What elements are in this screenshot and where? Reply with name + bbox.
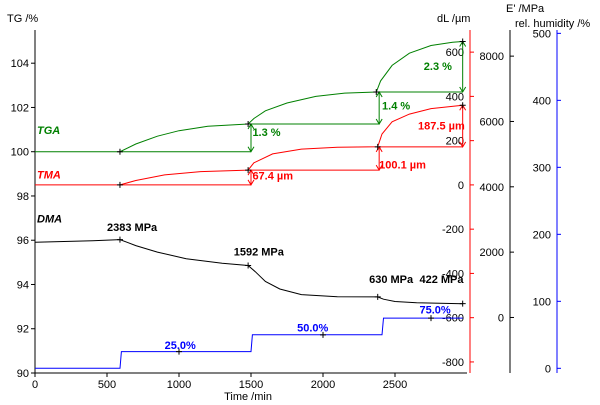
dl-tick-label: -400 <box>442 268 464 280</box>
arrow-head-down <box>375 164 383 172</box>
data-annotation: 2.3 % <box>424 61 452 73</box>
dl-tick-label: 600 <box>446 47 464 59</box>
data-annotation: 75.0% <box>419 304 450 316</box>
data-annotation: 50.0% <box>297 322 328 334</box>
series-label-dma: DMA <box>37 214 62 226</box>
data-cross-marker <box>459 38 466 45</box>
x-tick-label: 1500 <box>239 379 263 391</box>
data-cross-marker <box>245 167 252 174</box>
data-annotation: 1592 MPa <box>234 246 285 258</box>
data-cross-marker <box>374 143 381 150</box>
x-tick-label: 0 <box>32 379 38 391</box>
dl-tick-label: 200 <box>446 136 464 148</box>
tg-axis-title: TG /% <box>7 13 38 25</box>
x-tick-label: 1000 <box>167 379 191 391</box>
humidity-tick-label: 100 <box>533 296 551 308</box>
emod-tick-label: 0 <box>498 312 504 324</box>
humidity-tick-label: 300 <box>533 162 551 174</box>
emod-tick-label: 2000 <box>480 247 504 259</box>
tg-tick-label: 92 <box>17 324 29 336</box>
data-cross-marker <box>116 236 123 243</box>
series-line-dma <box>34 239 463 305</box>
data-cross-marker <box>245 262 252 269</box>
marker-layer <box>116 38 467 355</box>
data-annotation: 187.5 µm <box>418 121 465 133</box>
humidity-tick-label: 200 <box>533 229 551 241</box>
tg-tick-label: 90 <box>17 368 29 380</box>
data-cross-marker <box>320 331 326 338</box>
series-line-humidity <box>35 317 463 369</box>
x-axis-title: Time /min <box>224 391 272 403</box>
tg-tick-label: 94 <box>17 279 29 291</box>
data-cross-marker <box>373 88 380 95</box>
tg-tick-label: 104 <box>11 58 29 70</box>
data-annotation: 100.1 µm <box>379 159 426 171</box>
annotation-layer: TGA TMA DMA 1.3 % 1.4 % 2.3 % 67.4 µm 100.1 µm 1… <box>37 61 465 352</box>
data-annotation: 1.3 % <box>252 127 280 139</box>
dl-tick-label: -800 <box>442 357 464 369</box>
data-cross-marker <box>116 181 123 188</box>
x-tick-label: 2500 <box>383 379 407 391</box>
arrow-head-down <box>459 141 467 148</box>
tg-tick-label: 96 <box>17 235 29 247</box>
humidity-tick-label: 500 <box>533 28 551 40</box>
tg-tick-label: 100 <box>11 147 29 159</box>
humidity-tick-label: 0 <box>545 363 551 375</box>
x-tick-label: 2000 <box>311 379 335 391</box>
series-label-tga: TGA <box>37 125 60 137</box>
data-annotation: 25.0% <box>165 340 196 352</box>
data-annotation: 630 MPa <box>369 274 414 286</box>
arrow-head-down <box>247 179 255 186</box>
axes-layer: 0 500 1000 1500 2000 25009092949698100102104-… <box>11 28 561 391</box>
dl-tick-label: 0 <box>458 180 464 192</box>
emod-tick-label: 6000 <box>480 116 504 128</box>
data-cross-marker <box>245 121 252 128</box>
data-cross-marker <box>459 102 466 109</box>
data-annotation: 67.4 µm <box>252 170 293 182</box>
arrow-head-down <box>247 146 255 153</box>
series-line-tga <box>35 41 463 153</box>
data-cross-marker <box>428 315 434 322</box>
series-line-tma <box>35 104 463 186</box>
data-cross-marker <box>374 293 381 300</box>
emod-tick-label: 8000 <box>480 51 504 63</box>
data-annotation: 1.4 % <box>382 101 410 113</box>
arrow-head-down <box>459 86 467 93</box>
data-cross-marker <box>459 300 466 307</box>
emod-axis-title: E' /MPa <box>506 3 545 15</box>
dl-tick-label: 400 <box>446 91 464 103</box>
tg-tick-label: 102 <box>11 102 29 114</box>
tg-tick-label: 98 <box>17 191 29 203</box>
dl-axis-title: dL /µm <box>437 13 470 25</box>
data-cross-marker <box>176 348 182 355</box>
data-annotation: 2383 MPa <box>107 222 158 234</box>
data-annotation: 422 MPa <box>419 274 464 286</box>
arrow-head-down <box>375 118 383 126</box>
dl-tick-label: -200 <box>442 224 464 236</box>
humidity-tick-label: 400 <box>533 95 551 107</box>
x-tick-label: 500 <box>98 379 116 391</box>
series-layer <box>34 41 463 369</box>
humidity-axis-title: rel. humidity /% <box>515 18 590 30</box>
dl-tick-label: -600 <box>442 313 464 325</box>
emod-tick-label: 4000 <box>480 182 504 194</box>
series-label-tma: TMA <box>37 169 61 181</box>
data-cross-marker <box>116 148 123 155</box>
